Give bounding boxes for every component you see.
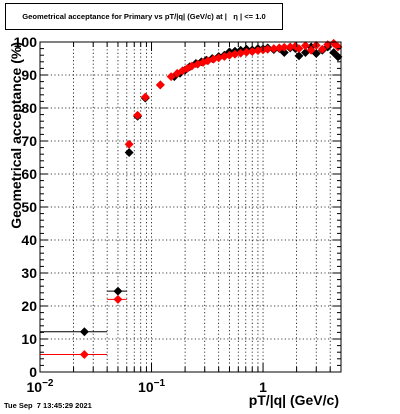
data-point	[300, 41, 311, 51]
y-tick-label: 30	[21, 265, 37, 281]
y-tick-label: 60	[21, 166, 37, 182]
y-axis-label: Geometrical acceptance (%)	[8, 42, 24, 229]
y-tick-label: 0	[29, 364, 37, 380]
data-markers	[79, 38, 343, 360]
chart-title-box: Geometrical acceptance for Primary vs pT…	[5, 3, 283, 30]
data-point	[124, 139, 134, 149]
y-tick-label: 90	[21, 67, 37, 83]
data-point	[140, 92, 150, 102]
x-tick-label: 1	[259, 379, 267, 395]
timestamp-footer: Tue Sep 7 13:45:29 2021	[4, 401, 92, 410]
grid-lines	[40, 42, 341, 372]
axes: 0 10 20 30 40 50 60 70 80 90 100 10−2 10−1 1	[14, 34, 342, 395]
error-bars	[40, 290, 127, 356]
y-tick-label: 100	[14, 34, 38, 50]
data-point	[113, 286, 123, 296]
data-point	[306, 45, 316, 55]
data-point	[317, 44, 327, 54]
data-point	[279, 48, 289, 58]
x-axis-label: pT/|q| (GeV/c)	[249, 392, 339, 408]
y-tick-label: 70	[21, 133, 37, 149]
y-tick-label: 50	[21, 199, 37, 215]
data-point	[113, 294, 123, 304]
y-tick-label: 80	[21, 100, 37, 116]
data-point	[79, 349, 89, 360]
data-point	[166, 72, 176, 82]
y-tick-label: 20	[21, 298, 37, 314]
data-point	[124, 147, 134, 158]
data-point	[294, 51, 304, 61]
x-tick-label: 10−2	[27, 378, 54, 395]
data-point	[155, 80, 165, 90]
series-1	[79, 42, 343, 337]
y-tick-label: 10	[21, 331, 37, 347]
series-2	[79, 38, 343, 360]
y-tick-label: 40	[21, 232, 37, 248]
data-point	[133, 110, 143, 120]
data-point	[79, 327, 89, 337]
chart-title: Geometrical acceptance for Primary vs pT…	[22, 12, 266, 21]
x-tick-label: 10−1	[138, 378, 165, 395]
